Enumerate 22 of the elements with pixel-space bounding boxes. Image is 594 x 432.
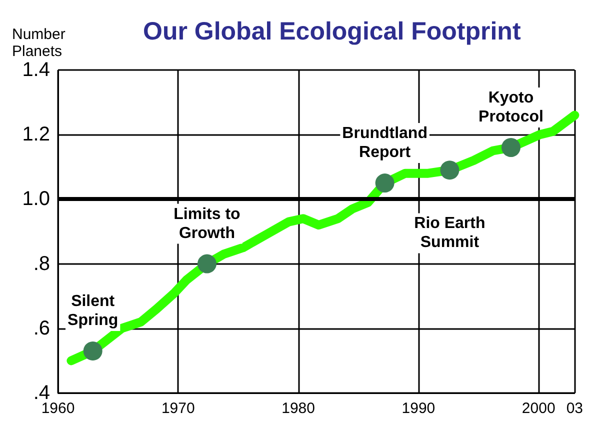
annotation: Limits to Growth (174, 206, 241, 242)
point (501, 138, 520, 158)
y-axis-title: Number Planets (12, 26, 66, 60)
annotation: Silent Spring (68, 293, 118, 330)
annotation: Brundtland Report (342, 125, 428, 162)
y-tick-label: .6 (33, 317, 50, 340)
point (83, 342, 102, 361)
y-tick-label: 1.4 (22, 59, 50, 81)
y-tick-label: 1.0 (22, 188, 50, 210)
annotation: Rio Earth Summit (414, 215, 486, 252)
chart-title: Our Global Ecological Footprint (143, 18, 522, 46)
annotation: Kyoto Protocol (478, 90, 544, 126)
x-tick-label: 2000 (522, 400, 556, 417)
y-tick-label: .8 (33, 252, 50, 275)
x-tick-label: 1990 (402, 400, 436, 417)
x-tick-label: 1970 (161, 400, 195, 417)
point (440, 160, 460, 180)
x-tick-label: 03 (566, 400, 583, 417)
point (375, 174, 394, 193)
x-tick-label: 1980 (282, 400, 315, 417)
point (198, 254, 216, 274)
y-tick-label: 1.2 (22, 124, 50, 146)
